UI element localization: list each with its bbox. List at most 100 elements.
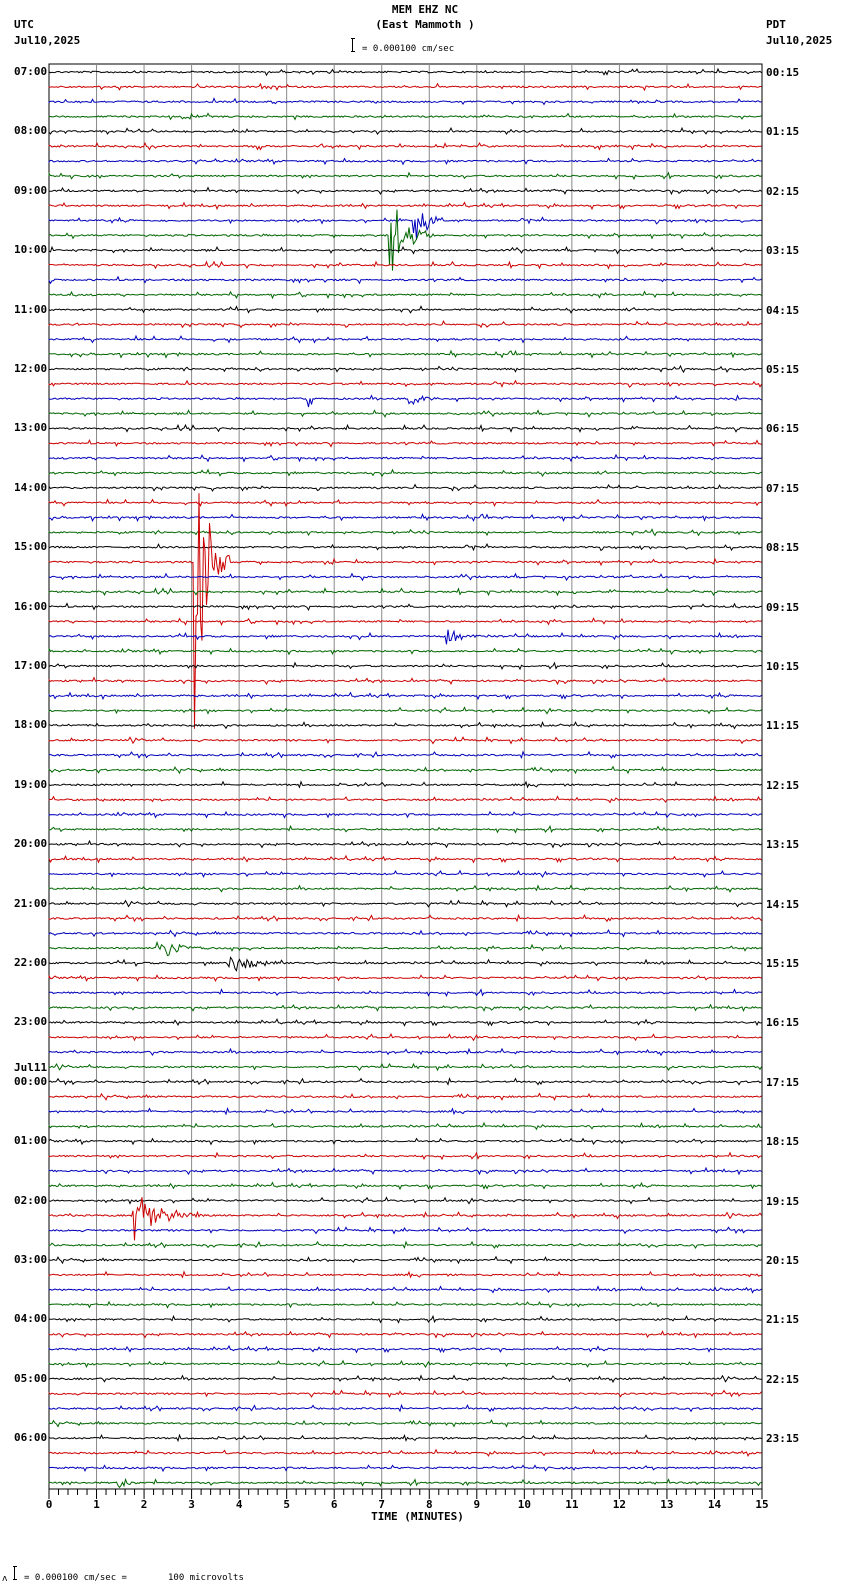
seismic-trace bbox=[48, 1389, 762, 1398]
seismic-trace bbox=[48, 824, 762, 834]
seismic-trace bbox=[48, 1032, 762, 1042]
seismic-trace bbox=[48, 201, 762, 211]
seismic-trace bbox=[48, 750, 762, 760]
seismic-trace bbox=[48, 423, 762, 433]
seismic-trace bbox=[48, 213, 762, 240]
seismic-trace bbox=[48, 483, 762, 492]
x-tick-label: 8 bbox=[425, 1498, 433, 1511]
utc-hour-label: 05:00 bbox=[14, 1371, 48, 1385]
x-tick-label: 11 bbox=[565, 1498, 579, 1511]
x-tick-label: 9 bbox=[473, 1498, 481, 1511]
seismic-trace bbox=[48, 334, 762, 344]
pdt-hour-label: 13:15 bbox=[766, 838, 800, 852]
seismic-trace bbox=[48, 1092, 762, 1101]
x-tick-label: 12 bbox=[612, 1498, 627, 1511]
seismic-trace bbox=[48, 1197, 762, 1241]
seismic-trace bbox=[48, 629, 762, 645]
seismic-trace bbox=[48, 379, 762, 388]
seismic-trace bbox=[48, 1344, 762, 1354]
seismic-trace bbox=[48, 1062, 762, 1072]
seismic-trace bbox=[48, 320, 762, 329]
utc-hour-label: 14:00 bbox=[14, 480, 48, 494]
seismic-trace bbox=[48, 468, 762, 478]
seismic-trace bbox=[48, 394, 762, 408]
pdt-hour-label: 09:15 bbox=[766, 600, 800, 614]
pdt-hour-label: 08:15 bbox=[766, 541, 800, 555]
seismic-trace bbox=[48, 956, 762, 972]
seismic-trace bbox=[48, 275, 762, 285]
x-tick-label: 13 bbox=[660, 1498, 674, 1511]
seismic-trace bbox=[48, 706, 762, 715]
utc-hour-label: 16:00 bbox=[14, 599, 48, 613]
seismic-trace bbox=[48, 126, 762, 136]
seismic-trace bbox=[48, 112, 762, 121]
seismic-trace bbox=[48, 1285, 762, 1294]
seismic-trace bbox=[48, 765, 762, 775]
seismic-trace bbox=[48, 810, 762, 819]
utc-hour-label: 07:00 bbox=[14, 65, 48, 78]
seismic-trace bbox=[48, 67, 762, 77]
x-tick-label: 7 bbox=[378, 1498, 386, 1511]
x-tick-label: 10 bbox=[517, 1498, 531, 1511]
seismic-trace bbox=[48, 141, 762, 151]
x-tick-label: 1 bbox=[93, 1498, 100, 1511]
seismic-trace bbox=[48, 453, 762, 463]
seismic-trace bbox=[48, 1003, 762, 1012]
pdt-hour-label: 20:15 bbox=[766, 1254, 800, 1267]
pdt-hour-label: 05:15 bbox=[766, 363, 800, 376]
pdt-hour-label: 17:15 bbox=[766, 1075, 800, 1089]
utc-hour-label: 10:00 bbox=[14, 243, 48, 257]
seismic-trace bbox=[48, 1121, 762, 1131]
pdt-hour-label: 12:15 bbox=[766, 778, 800, 792]
seismic-trace bbox=[48, 736, 762, 745]
utc-hour-label: 23:00 bbox=[14, 1015, 48, 1029]
seismic-trace bbox=[48, 647, 762, 656]
left-date: Jul10,2025 bbox=[14, 34, 81, 47]
utc-hour-label: 11:00 bbox=[14, 302, 48, 316]
pdt-hour-label: 04:15 bbox=[766, 303, 800, 317]
seismic-trace bbox=[48, 1270, 762, 1279]
pdt-hour-label: 14:15 bbox=[766, 897, 800, 911]
seismic-trace bbox=[48, 1359, 762, 1368]
pdt-hour-label: 22:15 bbox=[766, 1372, 800, 1386]
seismic-trace bbox=[48, 513, 762, 523]
seismic-trace bbox=[48, 795, 762, 804]
seismic-trace bbox=[48, 780, 762, 789]
utc-hour-label: 19:00 bbox=[14, 777, 48, 791]
pdt-hour-label: 06:15 bbox=[766, 422, 800, 436]
seismic-trace bbox=[48, 82, 762, 92]
utc-hour-label: 15:00 bbox=[14, 540, 48, 554]
seismic-trace bbox=[48, 157, 762, 166]
seismic-trace bbox=[48, 899, 762, 908]
seismic-trace bbox=[48, 438, 762, 448]
utc-hour-label: 04:00 bbox=[14, 1312, 48, 1326]
seismic-trace bbox=[48, 1018, 762, 1027]
seismic-trace bbox=[48, 661, 762, 671]
seismic-trace bbox=[48, 1448, 762, 1458]
seismic-trace bbox=[48, 290, 762, 300]
pdt-hour-label: 01:15 bbox=[766, 125, 800, 139]
pdt-hour-label: 03:15 bbox=[766, 244, 800, 258]
seismic-trace bbox=[48, 186, 762, 196]
utc-hour-label: 13:00 bbox=[14, 421, 48, 435]
seismic-trace bbox=[48, 1196, 762, 1205]
seismic-trace bbox=[48, 1374, 762, 1383]
utc-hour-label: 22:00 bbox=[14, 956, 48, 969]
utc-hour-label: 01:00 bbox=[14, 1134, 48, 1148]
pdt-hour-label: 16:15 bbox=[766, 1016, 800, 1030]
utc-hour-label: 12:00 bbox=[14, 362, 48, 375]
right-timezone: PDT bbox=[766, 18, 786, 31]
x-tick-label: 3 bbox=[188, 1498, 195, 1511]
seismic-trace bbox=[48, 209, 762, 271]
seismic-trace bbox=[48, 1166, 762, 1176]
x-tick-label: 14 bbox=[707, 1498, 722, 1511]
seismic-trace bbox=[48, 409, 762, 418]
seismic-trace bbox=[48, 1433, 762, 1443]
seismic-trace bbox=[48, 587, 762, 597]
utc-hour-label: 08:00 bbox=[14, 124, 48, 138]
header-scale-text: = 0.000100 cm/sec bbox=[362, 44, 455, 54]
pdt-hour-label: 00:15 bbox=[766, 66, 800, 79]
seismic-trace bbox=[48, 498, 762, 507]
seismic-trace bbox=[48, 1419, 762, 1428]
